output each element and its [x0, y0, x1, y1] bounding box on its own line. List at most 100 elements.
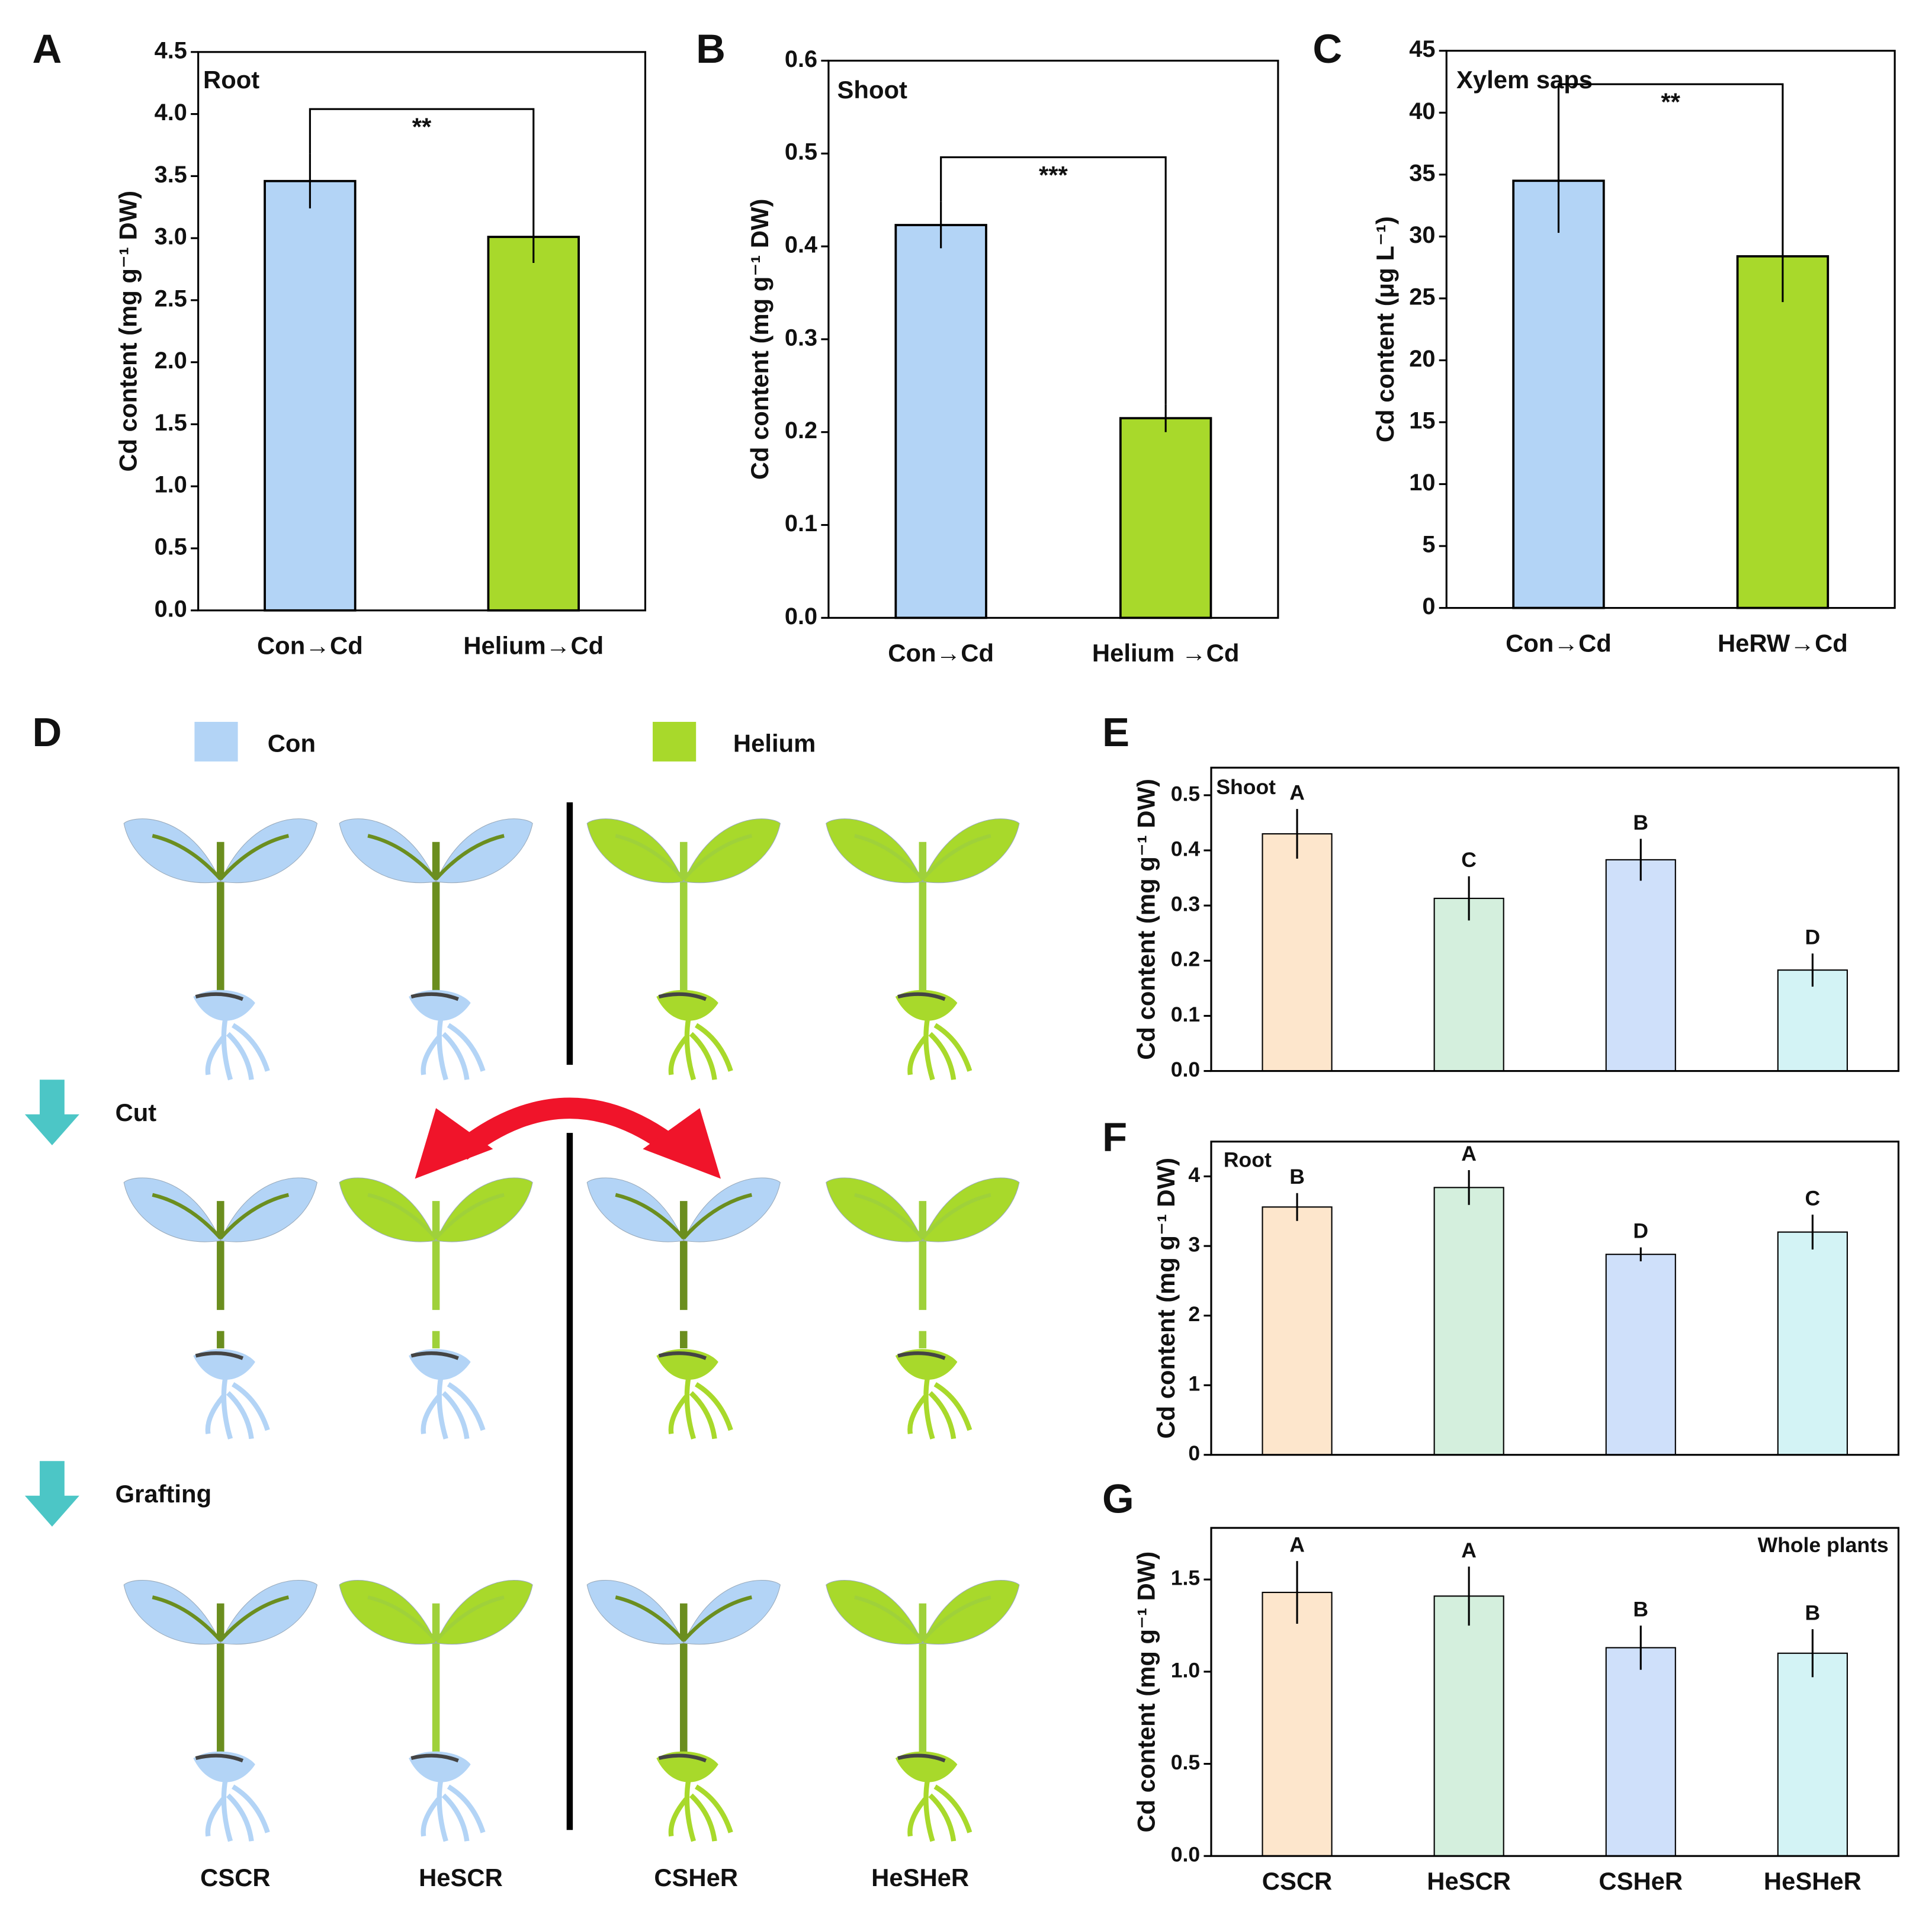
plant-root	[907, 1376, 973, 1440]
y-tick-label: 0.5	[155, 534, 187, 560]
panel-letter: A	[32, 26, 62, 72]
graft-label: HeSHeR	[871, 1864, 969, 1891]
arrow-head	[415, 1108, 493, 1179]
plant-root	[421, 1017, 486, 1081]
y-tick-label: 0.3	[785, 325, 817, 351]
y-tick-label: 0.5	[1171, 1750, 1200, 1774]
plant-leaf	[339, 1177, 437, 1242]
plant-stem	[432, 841, 440, 991]
bar	[1777, 1231, 1848, 1456]
y-tick-label: 3	[1188, 1232, 1200, 1256]
plant-root	[668, 1778, 733, 1842]
leaf-vein	[615, 1193, 752, 1239]
legend-swatch	[653, 721, 697, 762]
y-tick-label: 45	[1409, 36, 1435, 62]
y-tick-label: 2.5	[155, 285, 187, 311]
plot-frame	[1210, 1141, 1899, 1456]
y-tick-label: 0.0	[155, 596, 187, 622]
plant-root	[205, 1778, 270, 1842]
plant-stem	[217, 1603, 224, 1752]
y-tick-label: 0.5	[1171, 782, 1200, 805]
y-tick-label: 1.5	[155, 410, 187, 436]
leaf-vein	[854, 834, 991, 881]
letter-label: D	[1805, 926, 1821, 949]
y-tick-label: 1	[1188, 1372, 1200, 1396]
y-axis-title: Cd content (mg g⁻¹ DW)	[1132, 779, 1160, 1060]
plant-stem	[432, 1331, 440, 1348]
y-tick-label: 0.0	[1171, 1843, 1200, 1867]
plant-leaf	[220, 1580, 317, 1645]
x-tick-label: Helium →Cd	[1092, 639, 1239, 667]
panel-label: Shoot	[1216, 775, 1276, 799]
plant-leaf	[922, 1580, 1020, 1645]
y-tick-label: 2	[1188, 1302, 1200, 1326]
graft-label: CSHeR	[654, 1864, 738, 1891]
y-tick-label: 0.5	[785, 139, 817, 165]
seed-line	[410, 1351, 459, 1360]
letter-label: A	[1461, 1142, 1477, 1165]
plant-leaf	[220, 818, 317, 884]
bar	[1777, 969, 1848, 1072]
bar	[1512, 179, 1605, 609]
x-tick-label: Helium→Cd	[463, 632, 604, 660]
y-tick-label: 4	[1188, 1163, 1200, 1187]
y-tick-label: 0.0	[1171, 1058, 1200, 1081]
plant-leaf	[683, 1580, 781, 1645]
leaf-vein	[854, 1595, 991, 1642]
bar	[1605, 859, 1676, 1072]
plant-stem	[919, 1201, 927, 1310]
x-tick-label: Con→Cd	[1506, 629, 1612, 657]
x-tick-label: CSHeR	[1599, 1867, 1683, 1895]
plant-leaf	[586, 1580, 685, 1645]
plant-root	[421, 1376, 486, 1440]
seed-line	[195, 992, 244, 1001]
y-tick-label: 0.2	[1171, 947, 1200, 971]
x-tick-label: Con→Cd	[257, 632, 363, 660]
letter-label: C	[1805, 1186, 1821, 1210]
step-label: Grafting	[115, 1480, 212, 1508]
y-tick-label: 5	[1422, 532, 1435, 558]
y-tick-label: 25	[1409, 284, 1435, 310]
bar	[1433, 898, 1504, 1072]
plant-root	[421, 1778, 486, 1842]
plot-frame	[197, 51, 647, 612]
legend-label: Helium	[733, 730, 816, 757]
x-tick-label: HeSCR	[1427, 1867, 1511, 1895]
bar	[1777, 1652, 1848, 1857]
y-tick-label: 0.6	[785, 46, 817, 72]
plant-stem	[217, 841, 224, 991]
y-tick-label: 4.5	[155, 37, 187, 63]
seed-line	[410, 992, 459, 1001]
plant-leaf	[683, 818, 781, 884]
letter-label: D	[1633, 1219, 1648, 1243]
y-tick-label: 40	[1409, 98, 1435, 124]
x-tick-label: Con→Cd	[888, 639, 994, 667]
bar	[1262, 1592, 1333, 1857]
plant-stem	[680, 1603, 688, 1752]
significance-label: **	[412, 113, 432, 141]
seed-line	[897, 1753, 946, 1763]
seed-line	[658, 1351, 707, 1360]
significance-label: ***	[1039, 161, 1068, 189]
letter-label: A	[1461, 1538, 1477, 1562]
bar	[894, 224, 987, 619]
y-tick-label: 0.4	[1171, 837, 1201, 860]
y-tick-label: 0.0	[785, 603, 817, 629]
plant-stem	[680, 1331, 688, 1348]
letter-label: A	[1289, 780, 1305, 804]
letter-label: B	[1633, 1597, 1648, 1621]
plant-leaf	[123, 1177, 222, 1242]
y-axis-title: Cd content (μg L⁻¹)	[1371, 216, 1399, 442]
y-tick-label: 20	[1409, 346, 1435, 372]
plot-frame	[1445, 50, 1896, 609]
step-arrow	[24, 1461, 79, 1527]
plant-stem	[680, 1201, 688, 1310]
bar	[487, 236, 580, 612]
plot-frame	[1210, 1527, 1899, 1857]
leaf-vein	[367, 1595, 505, 1642]
letter-label: B	[1805, 1601, 1821, 1625]
y-axis-title: Cd content (mg g⁻¹ DW)	[1132, 1552, 1160, 1833]
y-tick-label: 30	[1409, 222, 1435, 248]
y-tick-label: 0.2	[785, 417, 817, 444]
